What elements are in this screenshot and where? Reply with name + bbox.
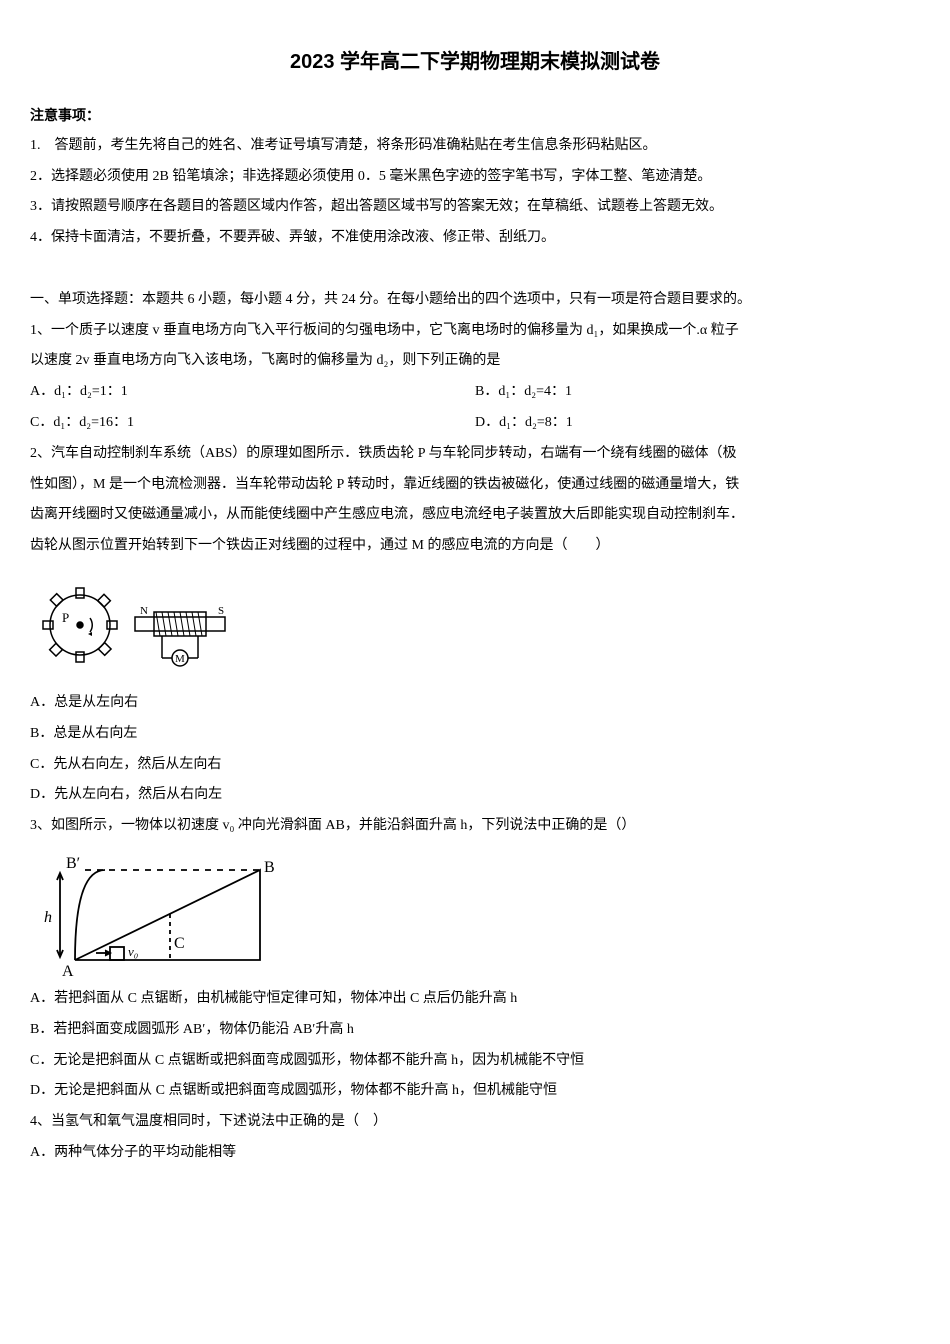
q3-figure: B′ B h A v₀ C [30, 850, 920, 980]
q4-opt-a: A．两种气体分子的平均动能相等 [30, 1138, 920, 1169]
q3-opt-c: C．无论是把斜面从 C 点锯断或把斜面弯成圆弧形，物体都不能升高 h，因为机械能… [30, 1046, 920, 1077]
q1-opt-d: D．d₁：d₂=8：1 [475, 408, 920, 439]
q1-opt-c: C．d₁：d₂=16：1 [30, 408, 475, 439]
label-c: C [174, 935, 185, 952]
exam-title: 2023 学年高二下学期物理期末模拟测试卷 [30, 40, 920, 84]
q2-stem: 2、汽车自动控制刹车系统（ABS）的原理如图所示．铁质齿轮 P 与车轮同步转动，… [30, 439, 920, 470]
magnet-coil-icon: N S M [135, 605, 225, 666]
q2-opt-d: D．先从左向右，然后从右向左 [30, 780, 920, 811]
q2-figure: P N S [30, 570, 920, 680]
q2-opt-a: A．总是从左向右 [30, 688, 920, 719]
section-1: 一、单项选择题：本题共 6 小题，每小题 4 分，共 24 分。在每小题给出的四… [30, 285, 920, 1169]
section-1-header: 一、单项选择题：本题共 6 小题，每小题 4 分，共 24 分。在每小题给出的四… [30, 285, 920, 316]
label-b: B [264, 859, 275, 876]
notice-item: 3．请按照题号顺序在各题目的答题区域内作答，超出答题区域书写的答案无效；在草稿纸… [30, 192, 920, 223]
label-h: h [44, 909, 52, 926]
meter-label: M [175, 653, 185, 665]
magnet-s-label: S [218, 605, 224, 617]
q2-stem: 性如图），M 是一个电流检测器．当车轮带动齿轮 P 转动时，靠近线圈的铁齿被磁化… [30, 470, 920, 501]
notice-header: 注意事项： [30, 100, 920, 131]
q2-stem: 齿离开线圈时又使磁通量减小，从而能使线圈中产生感应电流，感应电流经电子装置放大后… [30, 500, 920, 531]
q1-stem: 1、一个质子以速度 v 垂直电场方向飞入平行板间的匀强电场中，它飞离电场时的偏移… [30, 316, 920, 347]
label-b-prime: B′ [66, 855, 80, 872]
notice-item: 2．选择题必须使用 2B 铅笔填涂；非选择题必须使用 0．5 毫米黑色字迹的签字… [30, 162, 920, 193]
notice-item: 1. 答题前，考生先将自己的姓名、准考证号填写清楚，将条形码准确粘贴在考生信息条… [30, 131, 920, 162]
q3-opt-a: A．若把斜面从 C 点锯断，由机械能守恒定律可知，物体冲出 C 点后仍能升高 h [30, 984, 920, 1015]
q2-stem: 齿轮从图示位置开始转到下一个铁齿正对线圈的过程中，通过 M 的感应电流的方向是（… [30, 531, 920, 562]
q3-opt-b: B．若把斜面变成圆弧形 AB′，物体仍能沿 AB′升高 h [30, 1015, 920, 1046]
magnet-n-label: N [140, 605, 148, 617]
q3-stem: 3、如图所示，一物体以初速度 v₀ 冲向光滑斜面 AB，并能沿斜面升高 h，下列… [30, 811, 920, 842]
q3-opt-d: D．无论是把斜面从 C 点锯断或把斜面弯成圆弧形，物体都不能升高 h，但机械能守… [30, 1076, 920, 1107]
gear-label: P [62, 610, 69, 625]
q1-opt-b: B．d₁：d₂=4：1 [475, 377, 920, 408]
q1-stem: 以速度 2v 垂直电场方向飞入该电场，飞离时的偏移量为 d₂，则下列正确的是 [30, 346, 920, 377]
q1-options: A．d₁：d₂=1：1 B．d₁：d₂=4：1 C．d₁：d₂=16：1 D．d… [30, 377, 920, 439]
q4-stem: 4、当氢气和氧气温度相同时，下述说法中正确的是（ ） [30, 1107, 920, 1138]
q2-opt-c: C．先从右向左，然后从左向右 [30, 750, 920, 781]
q2-opt-b: B．总是从右向左 [30, 719, 920, 750]
q1-opt-a: A．d₁：d₂=1：1 [30, 377, 475, 408]
notice-item: 4．保持卡面清洁，不要折叠，不要弄破、弄皱，不准使用涂改液、修正带、刮纸刀。 [30, 223, 920, 254]
gear-icon: P [43, 588, 117, 662]
label-a: A [62, 963, 74, 980]
label-v0: v₀ [128, 944, 138, 959]
instructions-block: 注意事项： 1. 答题前，考生先将自己的姓名、准考证号填写清楚，将条形码准确粘贴… [30, 100, 920, 254]
